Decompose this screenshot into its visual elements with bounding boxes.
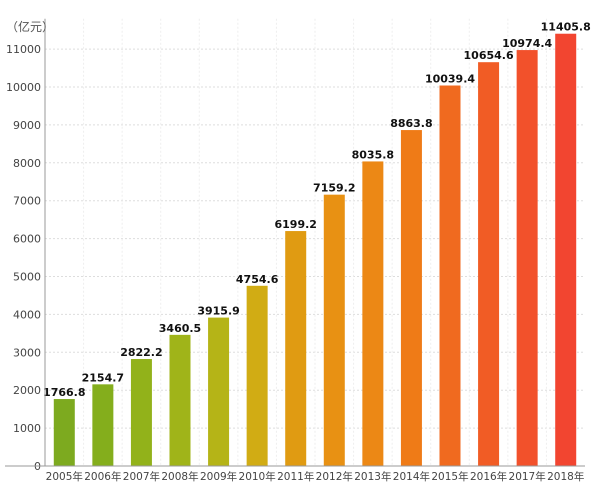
value-labels: 1766.8 2154.7 2822.2 3460.5 3915.9 4754.6 6199… [43, 21, 591, 399]
data-label: 1766.8 [43, 386, 85, 399]
bar [400, 130, 422, 466]
x-tick-label: 2012年 [316, 470, 353, 483]
y-tick-label: 3000 [13, 346, 41, 359]
y-tick-label: 4000 [13, 308, 41, 321]
bar [130, 359, 152, 466]
data-label: 6199.2 [274, 218, 316, 231]
y-tick-label: 6000 [13, 233, 41, 246]
axes [5, 18, 585, 467]
x-axis-ticks: 2005年 2006年 2007年 2008年 2009年 2010年 2011年 2012年… [46, 470, 585, 483]
x-tick-label: 2018年 [547, 470, 584, 483]
y-tick-label: 8000 [13, 157, 41, 170]
bar [92, 384, 114, 466]
x-tick-label: 2014年 [393, 470, 430, 483]
data-label: 2822.2 [120, 346, 162, 359]
data-label: 3460.5 [159, 322, 201, 335]
data-label: 7159.2 [313, 182, 355, 195]
bar [478, 62, 500, 466]
y-tick-label: 2000 [13, 384, 41, 397]
data-label: 10654.6 [464, 49, 514, 62]
bar [169, 334, 191, 466]
data-label: 4754.6 [236, 273, 279, 286]
x-tick-label: 2006年 [84, 470, 121, 483]
x-tick-label: 2005年 [46, 470, 83, 483]
y-tick-label: 5000 [13, 271, 41, 284]
data-label: 3915.9 [197, 305, 239, 318]
data-label: 2154.7 [82, 371, 124, 384]
x-tick-label: 2008年 [161, 470, 198, 483]
data-label: 10974.4 [502, 37, 552, 50]
bar [516, 50, 538, 466]
bar [439, 85, 461, 466]
bar [362, 161, 384, 466]
y-axis-ticks: 0100020003000400050006000700080009000100… [6, 43, 41, 473]
y-tick-label: 11000 [6, 43, 41, 56]
x-tick-label: 2007年 [123, 470, 160, 483]
data-label: 11405.8 [541, 21, 591, 34]
x-tick-label: 2015年 [431, 470, 468, 483]
data-label: 10039.4 [425, 73, 475, 86]
bar [246, 285, 268, 466]
bar [53, 399, 75, 466]
y-tick-label: 9000 [13, 119, 41, 132]
bar [285, 231, 307, 466]
x-tick-label: 2010年 [239, 470, 276, 483]
x-tick-label: 2009年 [200, 470, 237, 483]
y-tick-label: 1000 [13, 422, 41, 435]
bar [323, 194, 345, 466]
y-tick-label: 7000 [13, 195, 41, 208]
y-axis-unit-label: （亿元） [6, 20, 55, 34]
x-tick-label: 2017年 [509, 470, 546, 483]
bar [208, 317, 230, 466]
x-tick-label: 2016年 [470, 470, 507, 483]
y-tick-label: 10000 [6, 81, 41, 94]
data-label: 8035.8 [352, 148, 394, 161]
bars [53, 33, 577, 466]
x-tick-label: 2013年 [354, 470, 391, 483]
grid-lines [45, 18, 585, 466]
bar [555, 33, 577, 466]
x-tick-label: 2011年 [277, 470, 314, 483]
data-label: 8863.8 [390, 117, 432, 130]
